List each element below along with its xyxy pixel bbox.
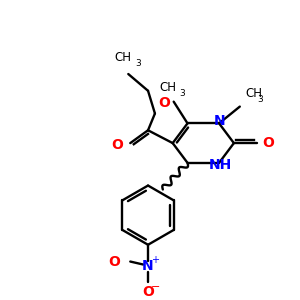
Text: 3: 3 bbox=[180, 89, 185, 98]
Text: −: − bbox=[151, 282, 160, 292]
Text: 3: 3 bbox=[258, 94, 263, 103]
Text: O: O bbox=[112, 138, 123, 152]
Text: O: O bbox=[109, 254, 120, 268]
Text: +: + bbox=[151, 255, 159, 265]
Text: NH: NH bbox=[208, 158, 232, 172]
Text: N: N bbox=[213, 114, 225, 128]
Text: O: O bbox=[142, 285, 154, 299]
Text: CH: CH bbox=[159, 81, 176, 94]
Text: CH: CH bbox=[246, 87, 263, 100]
Text: O: O bbox=[158, 95, 170, 110]
Text: CH: CH bbox=[115, 51, 132, 64]
Text: N: N bbox=[142, 260, 154, 274]
Text: 3: 3 bbox=[135, 59, 141, 68]
Text: O: O bbox=[262, 136, 274, 150]
